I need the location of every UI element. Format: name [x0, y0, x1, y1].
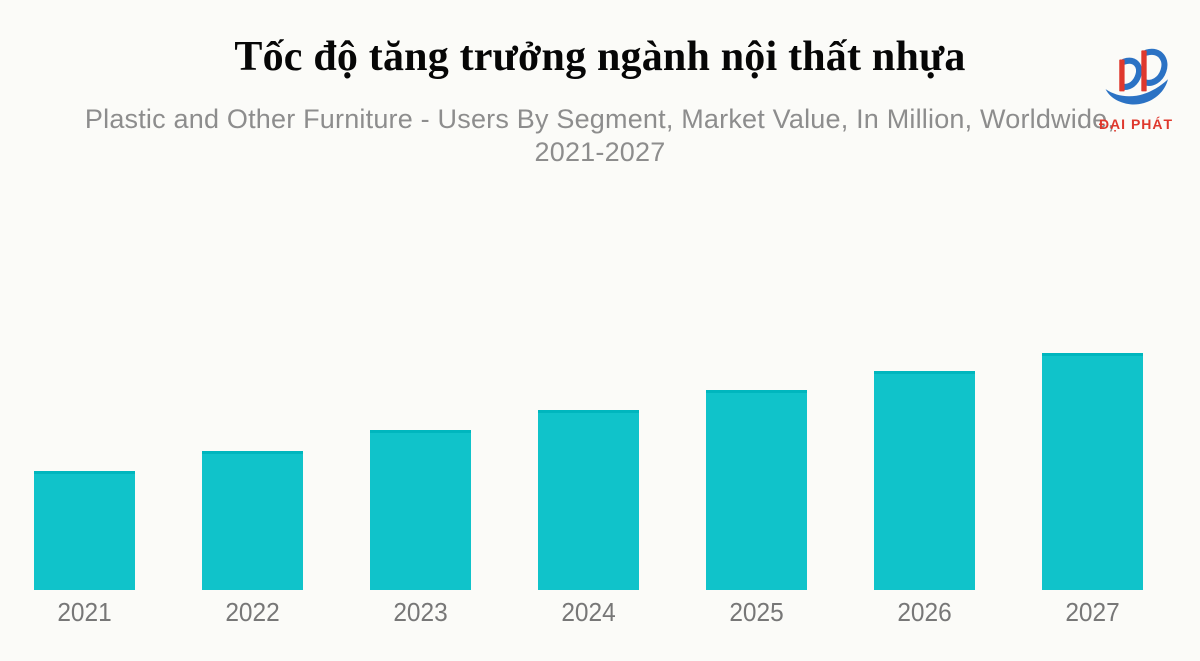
x-axis-label-2023: 2023 — [393, 597, 448, 627]
bar-2024 — [538, 410, 639, 590]
bar-group-2021: 2021 — [34, 353, 135, 627]
bar-chart: 2021 2022 2023 2024 2025 2026 2027 — [34, 353, 1143, 627]
page-title: Tốc độ tăng trưởng ngành nội thất nhựa — [234, 34, 966, 80]
x-axis-label-2026: 2026 — [897, 597, 952, 627]
bar-2025 — [706, 390, 807, 590]
chart-subtitle-line1: Plastic and Other Furniture - Users By S… — [84, 104, 1116, 134]
bar-group-2023: 2023 — [370, 353, 471, 627]
dai-phat-logo-icon — [1086, 45, 1186, 115]
brand-name: ĐẠI PHÁT — [1098, 116, 1174, 132]
chart-subtitle-line2: 2021-2027 — [534, 137, 666, 167]
x-axis-label-2022: 2022 — [225, 597, 280, 627]
x-axis-label-2024: 2024 — [561, 597, 616, 627]
bar-2021 — [34, 471, 135, 590]
bar-group-2022: 2022 — [202, 353, 303, 627]
chart-subtitle: Plastic and Other Furniture - Users By S… — [0, 103, 1200, 169]
bar-2023 — [370, 430, 471, 590]
x-axis-label-2021: 2021 — [57, 597, 112, 627]
bar-group-2024: 2024 — [538, 353, 639, 627]
bar-group-2026: 2026 — [874, 353, 975, 627]
bar-2022 — [202, 451, 303, 590]
bar-2027 — [1042, 353, 1143, 590]
x-axis-label-2025: 2025 — [729, 597, 784, 627]
x-axis-label-2027: 2027 — [1065, 597, 1120, 627]
brand-logo: ĐẠI PHÁT — [1086, 45, 1186, 132]
bar-2026 — [874, 371, 975, 590]
bar-group-2025: 2025 — [706, 353, 807, 627]
bar-group-2027: 2027 — [1042, 353, 1143, 627]
